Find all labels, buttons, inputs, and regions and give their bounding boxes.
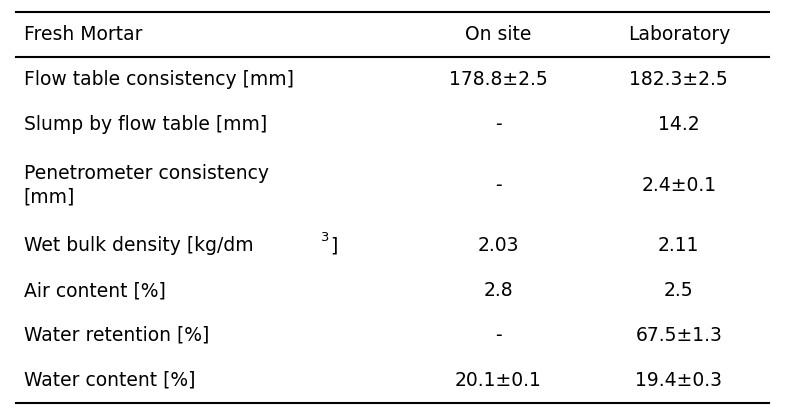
Text: On site: On site — [465, 25, 531, 44]
Text: 2.5: 2.5 — [664, 281, 694, 300]
Text: Fresh Mortar: Fresh Mortar — [24, 25, 142, 44]
Text: -: - — [495, 115, 502, 134]
Text: 67.5±1.3: 67.5±1.3 — [635, 326, 722, 345]
Text: Laboratory: Laboratory — [628, 25, 730, 44]
Text: -: - — [495, 326, 502, 345]
Text: Wet bulk density [kg/dm: Wet bulk density [kg/dm — [24, 236, 254, 255]
Text: 19.4±0.3: 19.4±0.3 — [635, 371, 722, 390]
Text: -: - — [495, 175, 502, 195]
Text: Water retention [%]: Water retention [%] — [24, 326, 209, 345]
Text: 2.03: 2.03 — [477, 236, 519, 255]
Text: 2.4±0.1: 2.4±0.1 — [641, 175, 717, 195]
Text: Flow table consistency [mm]: Flow table consistency [mm] — [24, 70, 294, 89]
Text: Air content [%]: Air content [%] — [24, 281, 166, 300]
Text: 2.8: 2.8 — [484, 281, 513, 300]
Text: Water content [%]: Water content [%] — [24, 371, 195, 390]
Text: 2.11: 2.11 — [658, 236, 699, 255]
Text: Slump by flow table [mm]: Slump by flow table [mm] — [24, 115, 267, 134]
Text: ]: ] — [330, 236, 338, 255]
Text: 3: 3 — [319, 231, 328, 244]
Text: 178.8±2.5: 178.8±2.5 — [449, 70, 547, 89]
Text: 20.1±0.1: 20.1±0.1 — [455, 371, 542, 390]
Text: 14.2: 14.2 — [658, 115, 699, 134]
Text: Penetrometer consistency
[mm]: Penetrometer consistency [mm] — [24, 164, 268, 206]
Text: 182.3±2.5: 182.3±2.5 — [630, 70, 728, 89]
